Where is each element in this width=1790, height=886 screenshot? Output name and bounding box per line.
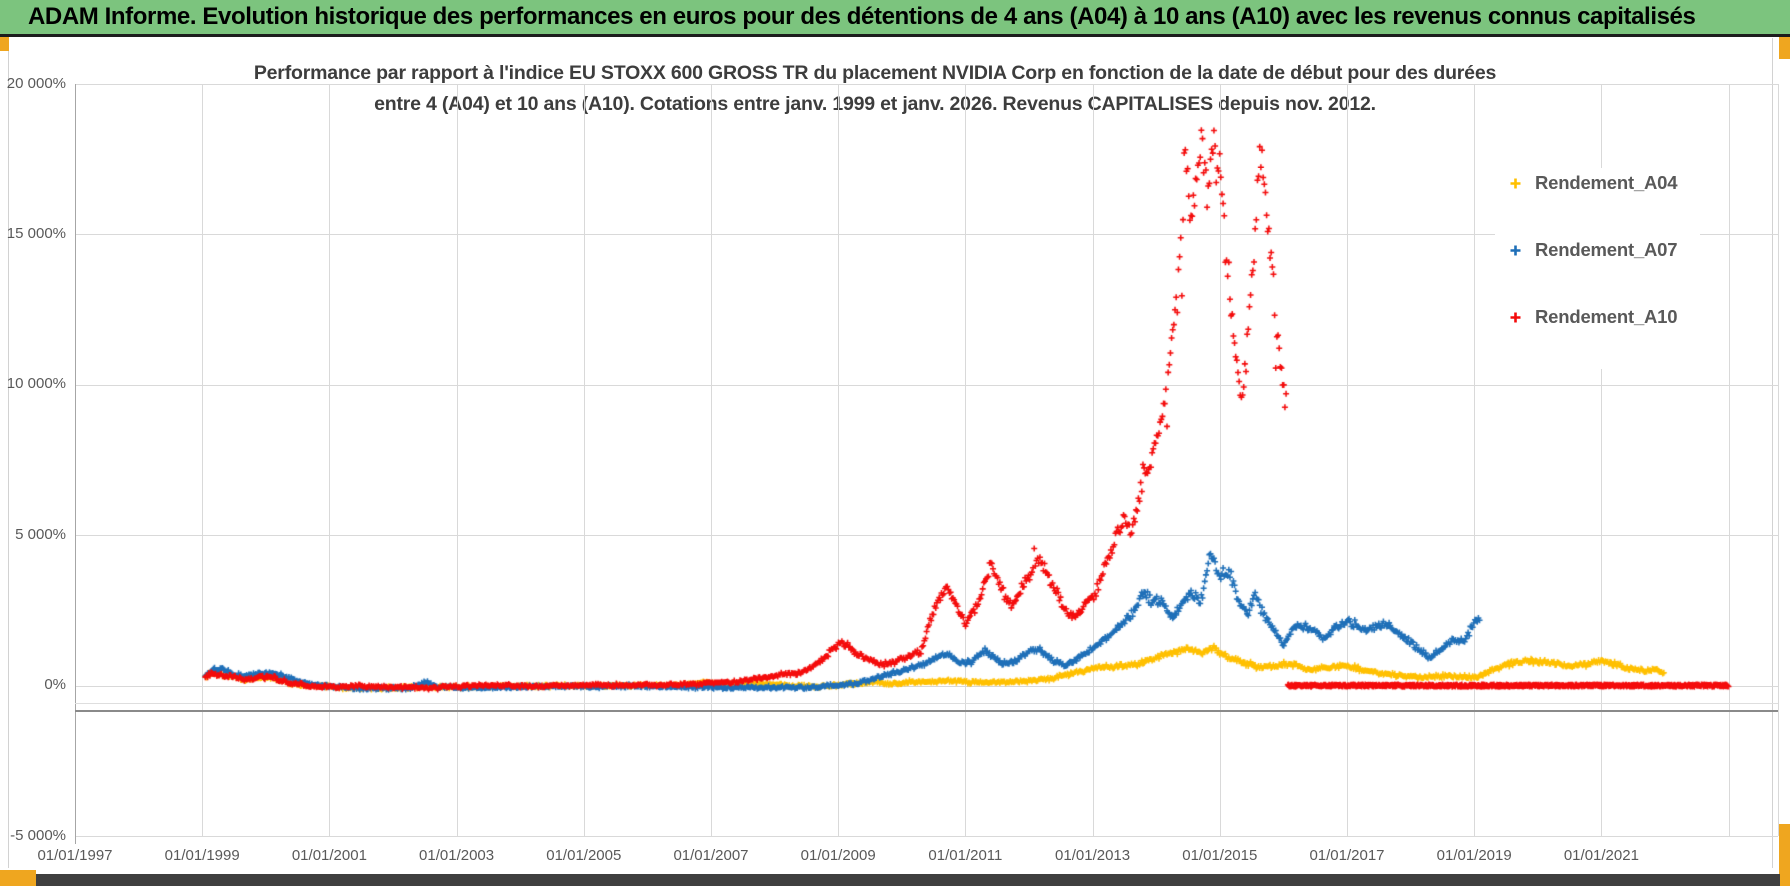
legend-label: Rendement_A07 xyxy=(1535,239,1678,260)
x-axis-label: 01/01/2003 xyxy=(419,847,495,864)
x-axis-label: 01/01/2001 xyxy=(291,847,367,864)
x-axis-label: 01/01/2013 xyxy=(1055,847,1131,864)
y-axis-label: -5 000% xyxy=(10,826,66,844)
x-axis-label: 01/01/1997 xyxy=(37,847,113,864)
chart-border-left xyxy=(8,38,9,868)
legend-item[interactable]: Rendement_A10 xyxy=(1495,302,1700,332)
bottom-dark-strip xyxy=(36,874,1780,886)
scatter-plot-canvas xyxy=(75,84,1778,836)
legend-item[interactable]: Rendement_A07 xyxy=(1495,235,1700,265)
legend-item[interactable]: Rendement_A04 xyxy=(1495,168,1700,198)
chart-title-line1: Performance par rapport à l'indice EU ST… xyxy=(253,62,1497,84)
x-axis-label: 01/01/2011 xyxy=(928,847,1003,864)
y-axis-label: 0% xyxy=(44,676,66,694)
x-axis-label: 01/01/1999 xyxy=(164,847,240,864)
x-axis-label: 01/01/2019 xyxy=(1436,847,1512,864)
y-axis-label: 15 000% xyxy=(6,224,66,242)
x-axis-label: 01/01/2017 xyxy=(1309,847,1385,864)
y-axis-label: 10 000% xyxy=(6,375,66,393)
banner-title-bar: ADAM Informe. Evolution historique des p… xyxy=(0,0,1790,37)
x-axis-label: 01/01/2005 xyxy=(546,847,622,864)
legend-plus-marker xyxy=(1510,245,1521,255)
plot-right-border xyxy=(1778,84,1779,836)
frame-handle-top-left xyxy=(0,37,9,51)
x-axis-label: 01/01/2007 xyxy=(673,847,749,864)
x-axis-label: 01/01/2015 xyxy=(1182,847,1258,864)
legend-label: Rendement_A10 xyxy=(1535,306,1678,327)
banner-title: ADAM Informe. Evolution historique des p… xyxy=(28,3,1696,30)
legend-plus-marker xyxy=(1510,312,1521,322)
x-axis-label: 01/01/2021 xyxy=(1563,847,1639,864)
frame-handle-bottom-right xyxy=(1779,824,1790,886)
frame-handle-bottom-left xyxy=(0,870,36,886)
frame-handle-top-right xyxy=(1779,37,1790,59)
legend: Rendement_A04 Rendement_A07 Rendement_A10 xyxy=(1495,168,1700,369)
legend-plus-marker xyxy=(1510,178,1521,188)
legend-label: Rendement_A04 xyxy=(1535,172,1678,193)
y-axis-label: 20 000% xyxy=(6,74,66,92)
y-axis-label: 5 000% xyxy=(15,525,66,543)
h-gridline xyxy=(75,836,1778,837)
x-axis-label: 01/01/2009 xyxy=(800,847,876,864)
